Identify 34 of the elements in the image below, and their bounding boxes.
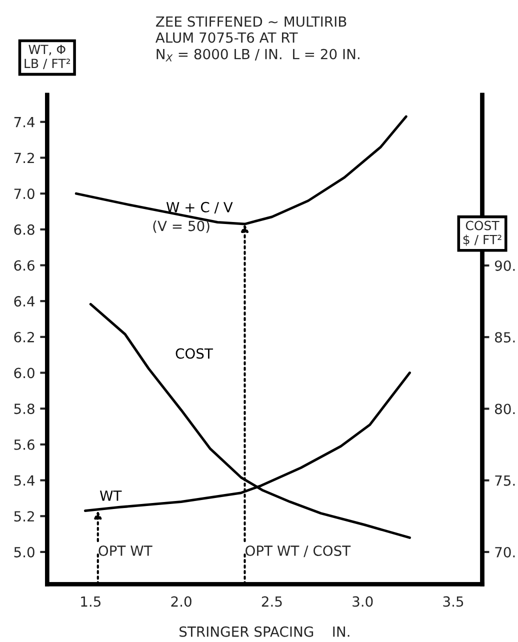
x-axis-title: STRINGER SPACING IN. (180, 626, 350, 637)
y-tick-label: 7.2 (14, 152, 34, 164)
y2-tick-label: 90. (494, 260, 515, 271)
y-tick-label: 6.6 (14, 260, 34, 271)
y-tick-label: 5.4 (14, 475, 35, 486)
y-tick-label: 5.2 (14, 511, 34, 522)
y-axis-title: WT, Φ LB / FT² (24, 44, 70, 70)
x-tick-label: 3.0 (352, 596, 373, 607)
x-tick-label: 2.0 (171, 596, 192, 607)
y-tick-label: 6.4 (14, 296, 35, 307)
y-tick-label: 6.2 (14, 332, 34, 342)
annotation: (V = 50) (153, 220, 210, 233)
series-label: WT (100, 490, 122, 501)
y-tick-label: 7.0 (14, 188, 34, 200)
y-tick-label: 6.0 (14, 368, 34, 378)
y-tick-label: 5.8 (14, 404, 34, 414)
y-tick-label: 5.0 (14, 546, 34, 558)
x-tick-label: 3.5 (443, 596, 464, 607)
x-tick-label: 1.5 (81, 596, 100, 607)
annotation: OPT WT (98, 545, 152, 556)
y-tick-label: 7.4 (14, 117, 35, 128)
annotation: OPT WT / COST (246, 545, 351, 558)
x-tick-label: 2.5 (262, 596, 282, 607)
series-label: W + C / V (166, 202, 233, 214)
y2-tick-label: 85. (495, 332, 515, 343)
y2-axis-title: COST $ / FT² (463, 220, 502, 246)
chart-title: ZEE STIFFENED ~ MULTIRIB (156, 16, 346, 27)
y2-tick-label: 80. (495, 404, 515, 414)
y2-tick-label: 75. (495, 476, 515, 486)
chart-subtitle: ALUM 7075-T6 AT RT N$_{X}$ = 8000 LB / IN. L = 20 IN. (156, 32, 360, 62)
series-label: COST (176, 348, 213, 359)
y-tick-label: 5.6 (14, 439, 34, 450)
y2-tick-label: 70. (495, 546, 515, 558)
y-tick-label: 6.8 (14, 224, 34, 235)
